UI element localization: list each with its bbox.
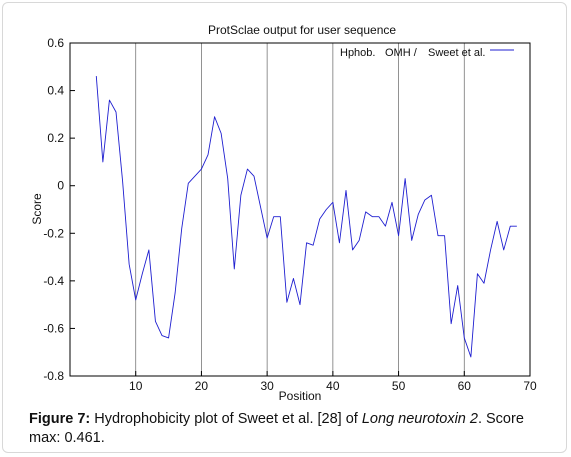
y-tick-label: -0.2 [43,226,64,240]
x-tick-label: 60 [458,379,472,393]
y-tick-label: -0.6 [43,321,64,335]
x-axis-label: Position [279,389,322,403]
x-tick-label: 10 [129,379,143,393]
legend-label-hphob: Hphob. [340,47,375,59]
x-tick-label: 50 [392,379,406,393]
figure-caption: Figure 7: Hydrophobicity plot of Sweet e… [29,410,549,448]
y-tick-label: -0.4 [43,274,64,288]
series-line-0 [95,76,517,358]
caption-italic-protein: Long neurotoxin 2 [361,411,478,427]
chart-title: ProtSclae output for user sequence [208,23,396,37]
y-tick-label: 0.2 [47,131,64,145]
caption-label: Figure 7: [29,411,91,427]
y-tick-label: -0.8 [43,369,64,383]
series-layer [95,76,517,358]
legend-label-sweet: Sweet et al. [428,47,485,59]
y-tick-label: 0.4 [47,84,64,98]
y-tick-label: 0.6 [47,36,64,50]
chart-ticks: 10 20 30 40 50 60 70 0.6 0.4 0.2 0 -0.2 -0.4 -0.6 -0.8 [43,36,537,393]
plot-area [69,42,531,377]
legend-label-omh: OMH / [385,47,418,59]
x-tick-label: 30 [260,379,274,393]
x-tick-label: 40 [326,379,340,393]
x-tick-label: 20 [195,379,209,393]
y-tick-label: 0 [57,179,64,193]
x-tick-label: 70 [523,379,537,393]
y-axis-label: Score [30,193,44,225]
hydrophobicity-chart: ProtSclae output for user sequence 10 20 3… [30,23,537,403]
caption-text-after: . Score max: 0.461. [29,411,524,446]
caption-text-before: Hydrophobicity plot of Sweet et al. [28]… [90,411,362,427]
chart-grid [135,43,465,376]
legend: Hphob. OMH / Sweet et al. [340,47,514,59]
